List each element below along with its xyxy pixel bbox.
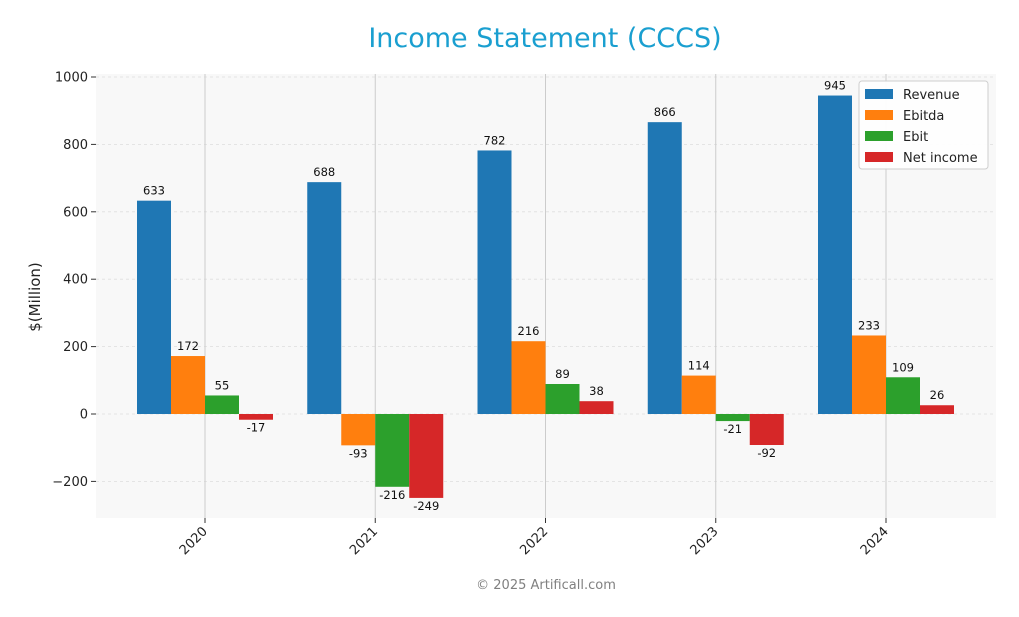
bar xyxy=(205,395,239,414)
bar xyxy=(647,122,682,415)
bar xyxy=(239,414,273,420)
legend-box xyxy=(858,80,989,170)
x-tick-label: 2023 xyxy=(688,524,722,558)
legend-swatch xyxy=(865,131,893,141)
legend-entry: Net income xyxy=(903,151,978,166)
data-label: 233 xyxy=(858,318,880,332)
data-label: -21 xyxy=(723,422,742,436)
bar xyxy=(818,95,852,414)
data-label: 633 xyxy=(143,184,165,198)
bars xyxy=(137,95,954,498)
legend-entry: Ebit xyxy=(903,130,928,145)
y-tick-label: 200 xyxy=(63,340,88,355)
data-label: 55 xyxy=(215,378,230,392)
x-tick-label: 2020 xyxy=(177,524,211,558)
data-label: -93 xyxy=(349,446,368,460)
copyright-text: © 2025 Artificall.com xyxy=(476,578,616,593)
data-label: 216 xyxy=(518,324,540,338)
bar xyxy=(511,341,546,414)
data-label: 172 xyxy=(177,339,199,353)
bar xyxy=(852,335,886,414)
x-tick-label: 2021 xyxy=(347,524,381,558)
bar xyxy=(409,414,444,498)
data-label: 688 xyxy=(313,165,335,179)
bar xyxy=(341,414,376,446)
bar xyxy=(477,150,512,414)
data-label: -17 xyxy=(247,421,266,435)
x-tick-label: 2024 xyxy=(858,524,892,558)
bar xyxy=(545,384,580,414)
y-tick-label: 800 xyxy=(63,138,88,153)
bar xyxy=(920,405,954,414)
chart-title: Income Statement (CCCS) xyxy=(368,23,721,54)
bar xyxy=(715,414,750,422)
y-tick-label: 600 xyxy=(63,205,88,220)
x-tick-label: 2022 xyxy=(517,524,551,558)
data-label: 782 xyxy=(484,133,506,147)
legend-entry: Ebitda xyxy=(903,109,944,124)
legend-swatch xyxy=(865,152,893,162)
data-label: 109 xyxy=(892,360,914,374)
data-label: 26 xyxy=(930,388,945,402)
bar xyxy=(749,414,784,446)
data-label: 38 xyxy=(589,384,604,398)
y-tick-label: 0 xyxy=(80,408,88,423)
bar xyxy=(307,182,342,414)
data-label: 89 xyxy=(555,367,570,381)
legend-swatch xyxy=(865,110,893,120)
data-label: 945 xyxy=(824,79,846,93)
bar xyxy=(171,356,205,414)
legend-entry: Revenue xyxy=(903,88,960,103)
y-tick-label: 400 xyxy=(63,273,88,288)
data-label: -249 xyxy=(413,499,439,513)
data-label: -216 xyxy=(379,488,405,502)
data-label: 866 xyxy=(654,105,676,119)
bar xyxy=(886,377,920,414)
bar xyxy=(137,200,171,414)
data-label: -92 xyxy=(757,446,776,460)
legend-swatch xyxy=(865,89,893,99)
y-tick-label: −200 xyxy=(52,475,88,490)
data-label: 114 xyxy=(688,359,710,373)
y-axis-label: $(Million) xyxy=(26,262,44,332)
bar xyxy=(375,414,410,487)
bar xyxy=(579,401,614,414)
data-labels: 633 688 782 866 945 172 -93 216 114 233 55 -216 89 -2… xyxy=(143,79,944,513)
y-tick-label: 1000 xyxy=(55,71,88,86)
bar xyxy=(681,375,716,414)
legend: Revenue Ebitda Ebit Net income xyxy=(858,80,989,170)
